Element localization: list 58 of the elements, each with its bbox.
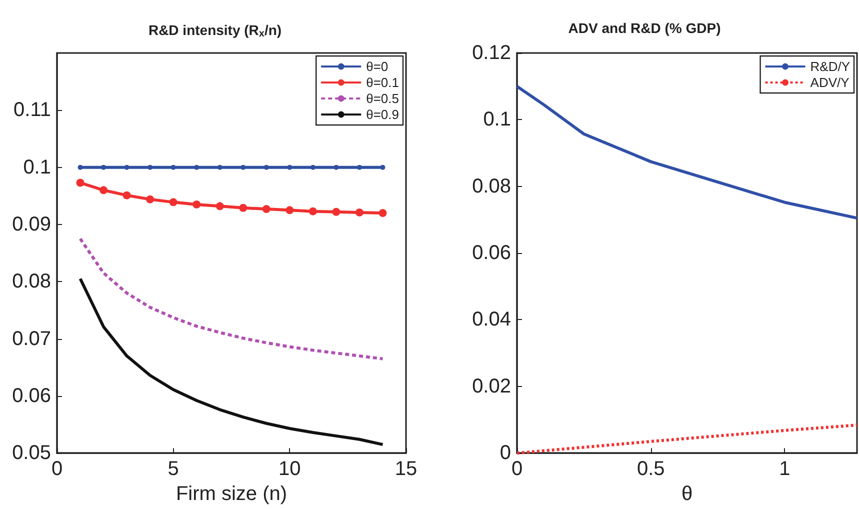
y-tick-label: 0.06 (472, 242, 511, 264)
point (264, 164, 269, 170)
x-axis-title: Firm size (n) (176, 483, 288, 505)
point (76, 178, 84, 187)
y-tick-label: 0.05 (12, 442, 51, 464)
point (239, 204, 248, 212)
point (378, 209, 387, 218)
point (194, 164, 200, 170)
point (355, 208, 364, 216)
x-tick-label: 10 (278, 458, 301, 480)
legend-label: θ=0.5 (366, 91, 400, 106)
y-tick-label: 0.1 (23, 156, 51, 178)
point (310, 164, 316, 170)
point (334, 164, 339, 170)
point (380, 164, 386, 170)
y-tick-label: 0.12 (472, 42, 511, 64)
point (262, 205, 270, 214)
y-tick-label: 0.1 (483, 108, 511, 131)
y-tick-label: 0.06 (12, 384, 51, 407)
x-tick-label: 15 (394, 458, 418, 480)
chart-title: ADV and R&D (% GDP) (568, 20, 721, 36)
point (170, 164, 176, 170)
legend-label: θ=0.1 (366, 75, 400, 90)
y-tick-label: 0.09 (12, 213, 51, 236)
legend-label: θ=0.9 (366, 107, 400, 122)
line-series (78, 277, 384, 446)
legend-label: ADV/Y (810, 75, 850, 90)
point (146, 195, 154, 204)
point (122, 191, 131, 200)
point (124, 164, 130, 170)
point (101, 164, 106, 170)
x-tick-label: 1 (779, 458, 790, 480)
line-series (78, 237, 384, 360)
point (100, 186, 108, 194)
y-tick-label: 0 (500, 442, 511, 464)
point (78, 164, 83, 170)
legend-label: R&D/Y (810, 59, 850, 74)
y-tick-label: 0.07 (12, 328, 51, 350)
x-tick-label: 5 (168, 458, 179, 480)
point (216, 202, 224, 210)
point (169, 198, 178, 206)
point (356, 164, 362, 170)
y-tick-label: 0.02 (472, 375, 511, 398)
point (308, 207, 317, 216)
point (192, 200, 201, 208)
point (217, 164, 222, 170)
y-tick-label: 0.11 (14, 99, 51, 122)
point (148, 164, 153, 170)
point (332, 208, 340, 216)
x-tick-label: 0.5 (636, 458, 665, 480)
legend-label: θ=0 (366, 59, 388, 74)
y-tick-label: 0.04 (472, 308, 511, 331)
point (287, 164, 292, 170)
point (286, 206, 294, 214)
point (240, 164, 246, 170)
x-axis-title: θ (681, 483, 693, 505)
y-tick-label: 0.08 (12, 270, 51, 293)
y-tick-label: 0.08 (472, 175, 511, 198)
